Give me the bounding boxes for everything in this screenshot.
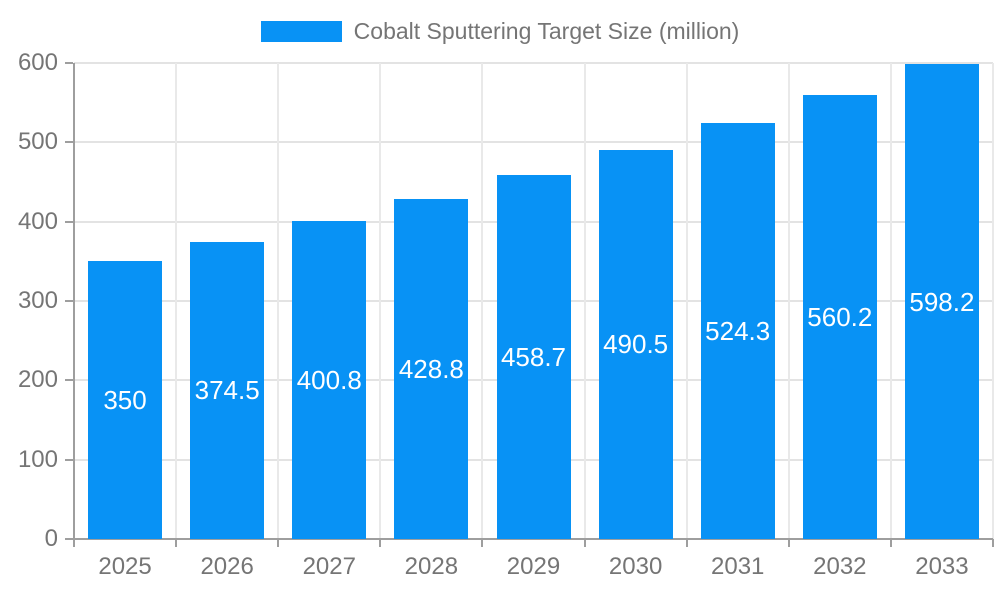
- y-axis-tick: [65, 458, 73, 461]
- x-axis-tick: [175, 539, 178, 547]
- x-axis-tick-label: 2033: [915, 553, 969, 580]
- bar-2029[interactable]: 458.7: [496, 175, 571, 539]
- x-axis-tick: [787, 539, 790, 547]
- bar-value-label: 428.8: [398, 353, 464, 384]
- bar-2032[interactable]: 560.2: [802, 94, 877, 539]
- y-axis-tick-label: 0: [44, 525, 58, 552]
- bar-2027[interactable]: 400.8: [292, 221, 367, 539]
- x-axis-tick-label: 2026: [200, 553, 254, 580]
- v-gridline: [889, 63, 892, 539]
- plot-area: 350 374.5 400.8 428.8 458.7 490.5 524.3 560.2 59…: [18, 51, 994, 580]
- y-axis-tick-label: 600: [17, 49, 58, 76]
- x-axis-tick-label: 2027: [302, 553, 356, 580]
- y-axis-tick: [65, 220, 73, 223]
- chart-legend[interactable]: Cobalt Sputtering Target Size (million): [0, 17, 1000, 45]
- x-axis-line: [74, 538, 993, 540]
- h-gridline: [74, 62, 993, 64]
- bar-value-label: 560.2: [807, 301, 873, 332]
- x-axis-tick: [685, 539, 688, 547]
- y-axis-tick: [65, 379, 73, 382]
- bar-2031[interactable]: 524.3: [700, 123, 775, 539]
- bar-value-label: 490.5: [603, 329, 669, 360]
- y-axis-line: [73, 63, 75, 539]
- y-axis-tick: [65, 538, 73, 540]
- y-axis-tick-label: 300: [17, 287, 58, 314]
- x-axis-tick-label: 2031: [711, 553, 765, 580]
- y-axis-tick: [65, 141, 73, 144]
- x-axis-tick-label: 2025: [98, 553, 152, 580]
- x-axis-tick-label: 2028: [404, 553, 459, 580]
- x-axis-tick: [277, 539, 280, 547]
- bar-value-label: 400.8: [296, 365, 362, 396]
- v-gridline: [379, 63, 382, 539]
- bar-2033[interactable]: 598.2: [904, 64, 979, 539]
- v-gridline: [277, 63, 280, 539]
- y-axis-tick-label: 400: [17, 207, 58, 235]
- bar-2025[interactable]: 350: [88, 261, 163, 539]
- bar-value-label: 350: [103, 385, 147, 416]
- y-axis-tick-label: 100: [17, 445, 58, 473]
- bar-2026[interactable]: 374.5: [190, 241, 265, 539]
- v-gridline: [583, 63, 586, 539]
- bar-value-label: 524.3: [705, 316, 771, 347]
- v-gridline: [685, 63, 688, 539]
- x-axis-tick-label: 2032: [813, 553, 867, 580]
- y-axis-tick: [65, 300, 73, 302]
- bar-2030[interactable]: 490.5: [598, 149, 673, 539]
- x-axis-tick-label: 2029: [506, 553, 561, 580]
- legend-swatch: [260, 20, 342, 42]
- legend-label: Cobalt Sputtering Target Size (million): [353, 17, 740, 44]
- bar-value-label: 374.5: [194, 375, 260, 406]
- v-gridline: [175, 63, 178, 539]
- x-axis-tick: [379, 539, 382, 547]
- y-axis-tick-label: 500: [17, 128, 58, 156]
- x-axis-tick: [992, 539, 994, 547]
- x-axis-tick: [583, 539, 586, 547]
- v-gridline: [481, 63, 484, 539]
- x-axis-tick: [889, 539, 892, 547]
- x-axis-tick: [481, 539, 484, 547]
- v-gridline: [787, 63, 790, 539]
- x-axis-tick: [73, 539, 75, 547]
- h-gridline: [74, 141, 993, 144]
- y-axis-tick-label: 200: [17, 366, 58, 394]
- bar-2028[interactable]: 428.8: [394, 198, 469, 539]
- x-axis-tick-label: 2030: [608, 553, 663, 580]
- y-axis-tick: [65, 62, 73, 64]
- bar-value-label: 458.7: [500, 342, 567, 373]
- v-gridline: [992, 63, 994, 539]
- bar-value-label: 598.2: [909, 286, 975, 317]
